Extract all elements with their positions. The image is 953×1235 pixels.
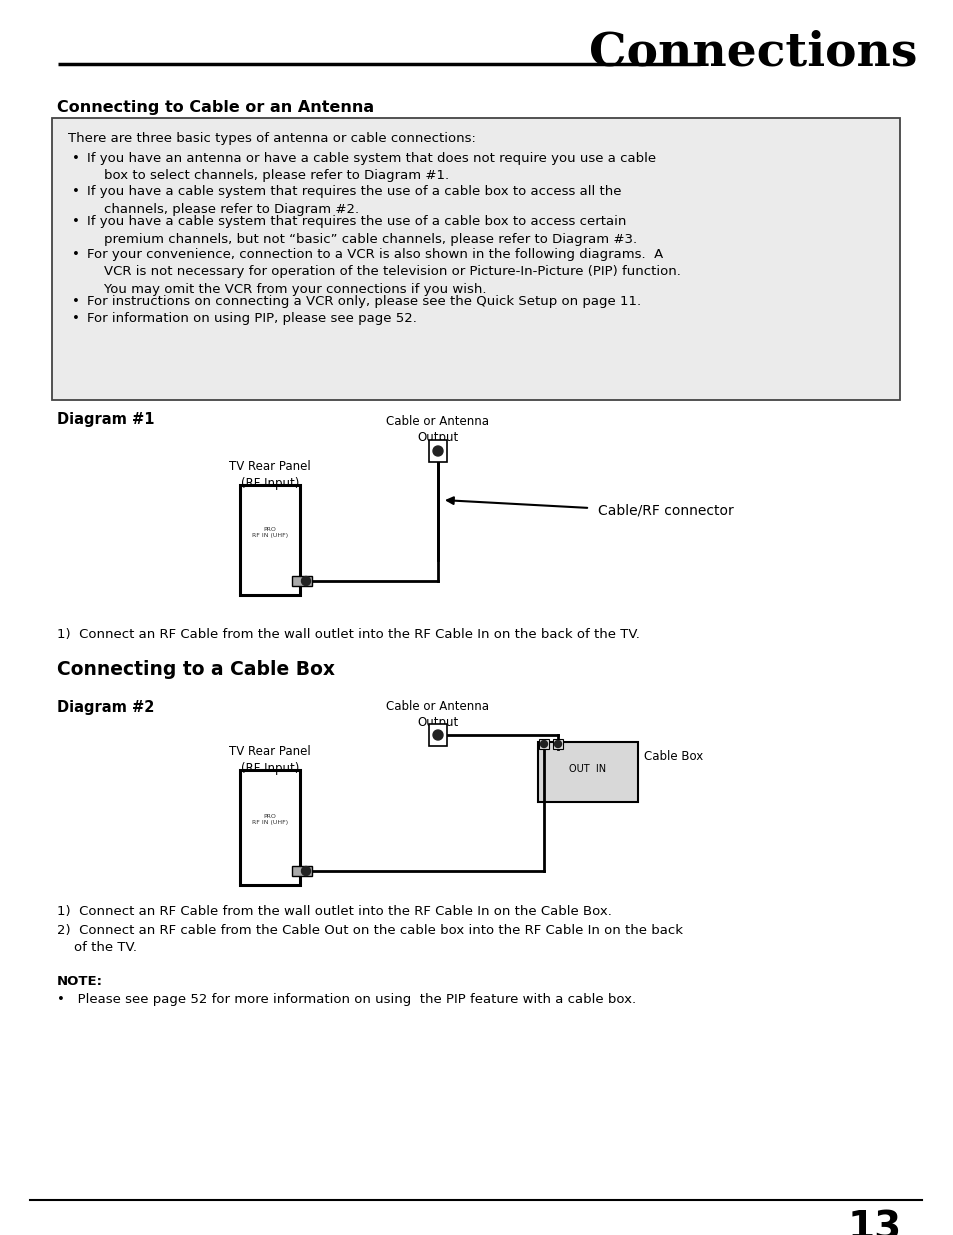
Text: There are three basic types of antenna or cable connections:: There are three basic types of antenna o… xyxy=(68,132,476,144)
Circle shape xyxy=(433,446,442,456)
Text: •: • xyxy=(71,215,80,228)
Bar xyxy=(240,485,299,595)
Text: 2)  Connect an RF cable from the Cable Out on the cable box into the RF Cable In: 2) Connect an RF cable from the Cable Ou… xyxy=(57,924,682,953)
Circle shape xyxy=(301,577,310,585)
Text: 13: 13 xyxy=(847,1210,901,1235)
Text: Cable/RF connector: Cable/RF connector xyxy=(598,504,733,517)
Bar xyxy=(553,739,562,748)
Text: •: • xyxy=(71,185,80,198)
Text: TV Rear Panel
(RF Input): TV Rear Panel (RF Input) xyxy=(229,459,311,490)
Text: Connecting to a Cable Box: Connecting to a Cable Box xyxy=(57,659,335,679)
Text: For information on using PIP, please see page 52.: For information on using PIP, please see… xyxy=(87,312,416,325)
Text: OUT  IN: OUT IN xyxy=(569,764,606,774)
Text: 1)  Connect an RF Cable from the wall outlet into the RF Cable In on the Cable B: 1) Connect an RF Cable from the wall out… xyxy=(57,905,611,918)
Bar xyxy=(292,866,312,876)
Text: PRO
RF IN (UHF): PRO RF IN (UHF) xyxy=(252,527,288,537)
Bar xyxy=(240,769,299,885)
FancyBboxPatch shape xyxy=(52,119,899,400)
Text: Cable or Antenna
Output: Cable or Antenna Output xyxy=(386,700,489,729)
Text: •: • xyxy=(71,248,80,261)
Text: Cable Box: Cable Box xyxy=(643,750,702,763)
Text: If you have a cable system that requires the use of a cable box to access certai: If you have a cable system that requires… xyxy=(87,215,637,246)
Text: •: • xyxy=(71,295,80,308)
Text: Cable or Antenna
Output: Cable or Antenna Output xyxy=(386,415,489,445)
Bar xyxy=(292,576,312,585)
Circle shape xyxy=(540,741,547,747)
Bar xyxy=(429,440,447,462)
Text: •   Please see page 52 for more information on using  the PIP feature with a cab: • Please see page 52 for more informatio… xyxy=(57,993,636,1007)
Text: For your convenience, connection to a VCR is also shown in the following diagram: For your convenience, connection to a VC… xyxy=(87,248,680,296)
Bar xyxy=(538,739,548,748)
Text: TV Rear Panel
(RF Input): TV Rear Panel (RF Input) xyxy=(229,745,311,776)
Text: If you have an antenna or have a cable system that does not require you use a ca: If you have an antenna or have a cable s… xyxy=(87,152,656,183)
Text: For instructions on connecting a VCR only, please see the Quick Setup on page 11: For instructions on connecting a VCR onl… xyxy=(87,295,640,308)
Text: 1)  Connect an RF Cable from the wall outlet into the RF Cable In on the back of: 1) Connect an RF Cable from the wall out… xyxy=(57,629,639,641)
Text: PRO
RF IN (UHF): PRO RF IN (UHF) xyxy=(252,814,288,825)
Text: •: • xyxy=(71,312,80,325)
Circle shape xyxy=(433,730,442,740)
Text: Diagram #2: Diagram #2 xyxy=(57,700,154,715)
Bar xyxy=(537,742,638,802)
Text: •: • xyxy=(71,152,80,165)
Bar xyxy=(429,724,447,746)
Text: Connections: Connections xyxy=(589,30,917,77)
Text: If you have a cable system that requires the use of a cable box to access all th: If you have a cable system that requires… xyxy=(87,185,620,215)
Text: Diagram #1: Diagram #1 xyxy=(57,412,154,427)
Circle shape xyxy=(554,741,561,747)
Text: Connecting to Cable or an Antenna: Connecting to Cable or an Antenna xyxy=(57,100,374,115)
Circle shape xyxy=(301,867,310,876)
Text: NOTE:: NOTE: xyxy=(57,974,103,988)
